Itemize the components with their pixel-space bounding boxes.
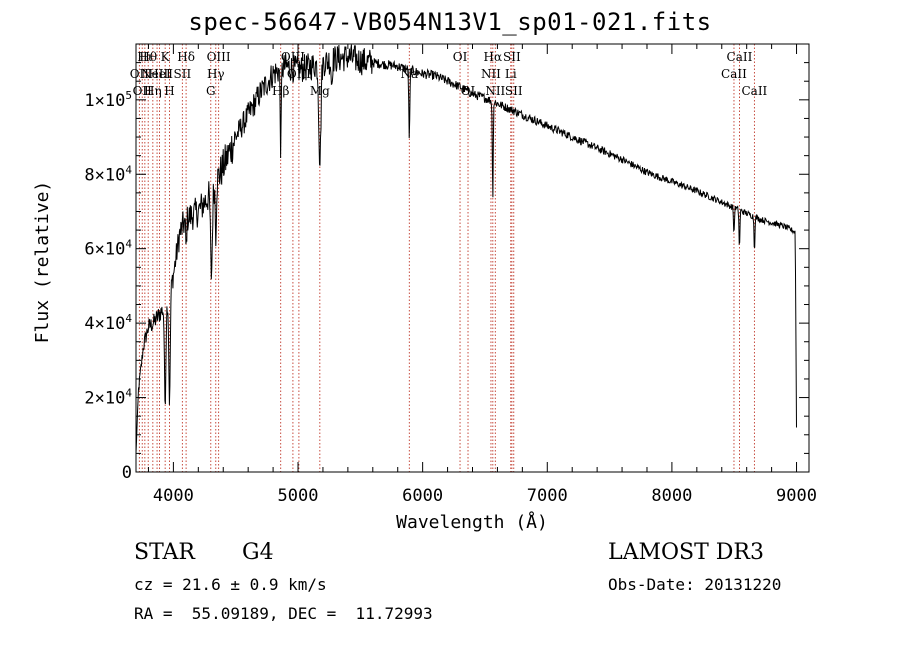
line-label: Hδ (177, 50, 195, 64)
x-tick-label: 6000 (402, 486, 443, 506)
y-tick-label: 8×104 (84, 163, 132, 185)
object-class: STAR (134, 540, 195, 565)
line-label: OII (133, 84, 153, 98)
x-tick-label: 5000 (278, 486, 319, 506)
y-tick-label: 4×104 (84, 312, 132, 334)
x-axis-label: Wavelength (Å) (396, 511, 548, 533)
line-label: Hθ (139, 50, 157, 64)
object-subclass: G4 (242, 540, 274, 565)
y-tick-label: 2×104 (84, 387, 132, 409)
line-label: OI (453, 50, 468, 64)
line-label: SII (174, 67, 192, 81)
survey-name: LAMOST DR3 (608, 540, 764, 565)
line-label: Hα (484, 50, 503, 64)
line-label: CaII (741, 84, 767, 98)
obs-date: Obs-Date: 20131220 (608, 575, 782, 594)
chart-title: spec-56647-VB054N13V1_sp01-021.fits (188, 8, 712, 36)
line-label: OIII (207, 50, 231, 64)
line-label: Li (505, 67, 517, 81)
line-label: Hη (144, 84, 162, 98)
line-label: H (164, 84, 174, 98)
y-tick-label: 1×105 (84, 89, 132, 111)
spectrum-line (135, 44, 797, 454)
line-label: K (161, 50, 171, 64)
line-label: Mg (310, 84, 330, 98)
y-tick-label: 0 (122, 463, 132, 483)
line-label: SII (505, 84, 523, 98)
line-label: HeI (148, 67, 171, 81)
x-tick-label: 8000 (651, 486, 692, 506)
line-labels: OIIOIIHιHθHηNeIIIHeIKHSIIHδGHγOIIIHβOIII… (130, 50, 768, 98)
line-label: OII (130, 67, 150, 81)
line-label: G (206, 84, 216, 98)
line-label: NeIII (141, 67, 173, 81)
line-label: NII (481, 67, 501, 81)
line-label: OIII (281, 50, 305, 64)
line-markers (138, 44, 755, 472)
line-label: OI (461, 84, 476, 98)
line-label: NII (485, 84, 505, 98)
line-label: CaII (727, 50, 753, 64)
line-label: Hι (137, 50, 152, 64)
plot-frame (135, 43, 810, 473)
y-tick-label: 6×104 (84, 238, 132, 260)
y-axis-label: Flux (relative) (32, 181, 53, 344)
y-axis-ticks: 0 2×104 4×104 6×104 8×104 1×105 (84, 43, 809, 483)
x-axis-ticks: 4000 5000 6000 7000 8000 9000 (147, 44, 817, 506)
x-tick-label: 7000 (527, 486, 568, 506)
line-label: Hγ (207, 67, 225, 81)
redshift-cz: cz = 21.6 ± 0.9 km/s (134, 575, 327, 594)
ra-dec: RA = 55.09189, DEC = 11.72993 (134, 604, 433, 623)
x-tick-label: 9000 (776, 486, 817, 506)
line-label: Hβ (272, 84, 289, 98)
line-label: CaII (721, 67, 747, 81)
line-label: SII (503, 50, 521, 64)
x-tick-label: 4000 (153, 486, 194, 506)
line-label: Na (400, 67, 418, 81)
line-label: OIII (287, 67, 311, 81)
